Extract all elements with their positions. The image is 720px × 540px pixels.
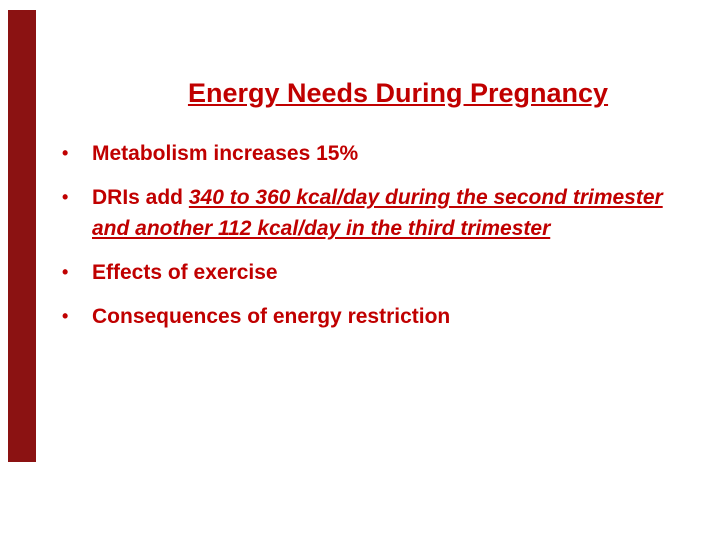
bullet-segment: 340 to 360 kcal/day during the second tr…: [92, 186, 663, 240]
bullet-item: • Metabolism increases 15%: [62, 138, 668, 169]
bullet-marker-icon: •: [62, 306, 69, 326]
bullet-text: Consequences of energy restriction: [92, 301, 668, 332]
bullet-text: DRIs add 340 to 360 kcal/day during the …: [92, 182, 668, 244]
bullet-text: Effects of exercise: [92, 257, 668, 288]
bullet-list: • Metabolism increases 15% • DRIs add 340 t…: [62, 138, 668, 345]
left-accent-bar: [8, 10, 36, 462]
bullet-segment: Consequences of energy restriction: [92, 305, 451, 328]
bullet-segment: DRIs add: [92, 186, 189, 209]
bullet-segment: Effects of exercise: [92, 261, 278, 284]
bullet-item: • Effects of exercise: [62, 257, 668, 288]
bullet-item: • Consequences of energy restriction: [62, 301, 668, 332]
slide-title: Energy Needs During Pregnancy: [187, 78, 609, 109]
bullet-marker-icon: •: [62, 143, 69, 163]
bullet-segment: Metabolism increases 15%: [92, 142, 359, 165]
bullet-text: Metabolism increases 15%: [92, 138, 668, 169]
bullet-item: • DRIs add 340 to 360 kcal/day during the…: [62, 182, 668, 244]
bullet-marker-icon: •: [62, 262, 69, 282]
bullet-marker-icon: •: [62, 187, 69, 207]
